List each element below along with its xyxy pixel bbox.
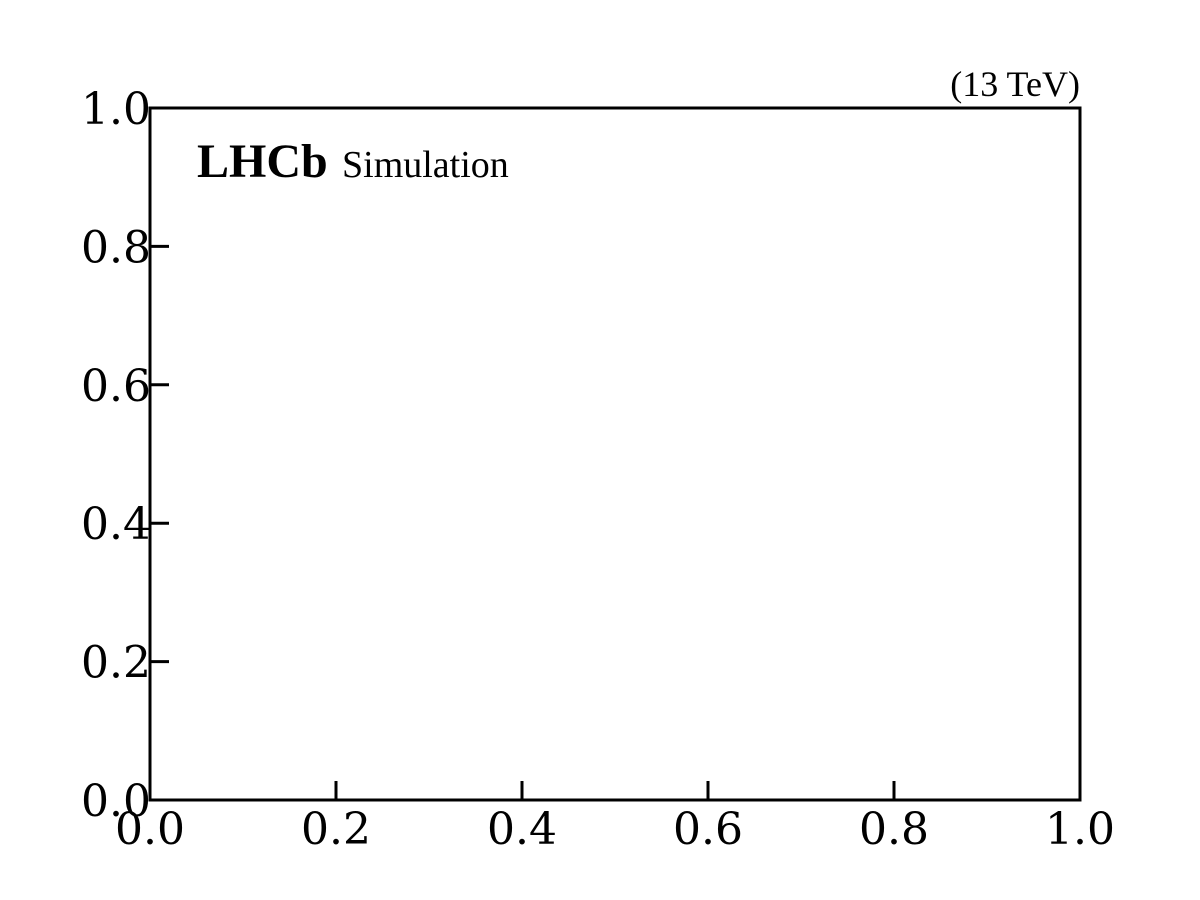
y-tick-label-2: 0.4 — [81, 499, 151, 550]
ticks-group — [148, 106, 1082, 802]
x-tick-label-4: 0.8 — [859, 804, 929, 855]
x-tick-label-1: 0.2 — [301, 804, 371, 855]
tick-labels-group: 0.0 0.2 0.4 0.6 0.8 1.0 0.0 0.2 0.4 0.6 0.8 1.0 — [81, 84, 1115, 855]
x-tick-label-2: 0.4 — [487, 804, 557, 855]
energy-label: (13 TeV) — [950, 64, 1080, 104]
y-tick-label-1: 0.2 — [81, 638, 151, 689]
plot-frame — [148, 106, 1082, 802]
experiment-label: LHCb — [197, 135, 328, 188]
y-tick-label-5: 1.0 — [81, 84, 151, 135]
x-tick-label-0: 0.0 — [115, 804, 185, 855]
y-tick-label-0: 0.0 — [81, 776, 151, 827]
x-tick-label-3: 0.6 — [673, 804, 743, 855]
y-tick-label-4: 0.8 — [81, 222, 151, 273]
x-tick-label-5: 1.0 — [1045, 804, 1115, 855]
y-tick-label-3: 0.6 — [81, 361, 151, 412]
simulation-label: Simulation — [342, 144, 509, 186]
